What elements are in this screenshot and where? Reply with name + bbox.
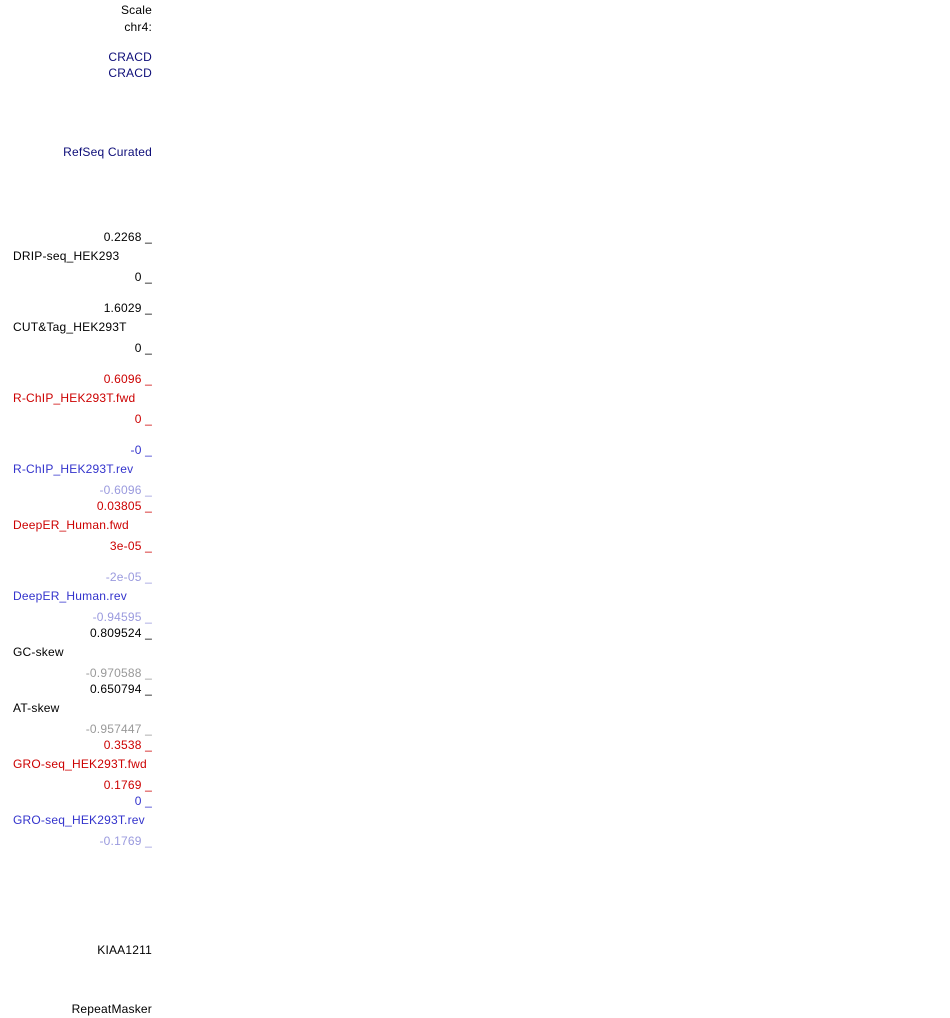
track-lower-limit: -0.94595 _ (92, 610, 152, 624)
track-upper-limit: 0.3538 _ (103, 738, 152, 752)
track-label-rchip-fwd[interactable]: R-ChIP_HEK293T.fwd (13, 391, 136, 405)
track-label-refseq-curated[interactable]: RefSeq Curated (63, 145, 152, 159)
chromosome-label: chr4: (124, 20, 152, 34)
track-label-gro-seq-rev[interactable]: GRO-seq_HEK293T.rev (13, 813, 145, 827)
track-label-rchip-rev[interactable]: R-ChIP_HEK293T.rev (13, 462, 134, 476)
track-upper-limit: -0 _ (130, 443, 152, 457)
scale-label: Scale (120, 3, 152, 17)
track-lower-limit: -0.1769 _ (99, 834, 152, 848)
track-lower-limit: 3e-05 _ (109, 539, 152, 553)
track-upper-limit: 0 _ (134, 794, 152, 808)
track-upper-limit: 0.03805 _ (96, 499, 152, 513)
track-upper-limit: -2e-05 _ (105, 570, 152, 584)
track-label-gc-skew[interactable]: GC-skew (13, 645, 64, 659)
track-upper-limit: 0.6096 _ (103, 372, 152, 386)
track-label-repeatmasker[interactable]: RepeatMasker (71, 1002, 152, 1016)
track-label-deeper-rev[interactable]: DeepER_Human.rev (13, 589, 127, 603)
track-upper-limit: 1.6029 _ (103, 301, 152, 315)
track-lower-limit: -0.957447 _ (85, 722, 152, 736)
track-label-at-skew[interactable]: AT-skew (13, 701, 60, 715)
track-lower-limit: -0.970588 _ (85, 666, 152, 680)
track-lower-limit: -0.6096 _ (99, 483, 152, 497)
track-label-deeper-fwd[interactable]: DeepER_Human.fwd (13, 518, 129, 532)
track-label-drip-seq[interactable]: DRIP-seq_HEK293 (13, 249, 120, 263)
track-label-gro-seq-fwd[interactable]: GRO-seq_HEK293T.fwd (13, 757, 147, 771)
track-upper-limit: 0.2268 _ (103, 230, 152, 244)
track-lower-limit: 0 _ (134, 412, 152, 426)
track-label-cut-tag[interactable]: CUT&Tag_HEK293T (13, 320, 127, 334)
gene-label-cracd[interactable]: CRACD (108, 50, 152, 64)
gene-label-cracd[interactable]: CRACD (108, 66, 152, 80)
track-lower-limit: 0 _ (134, 341, 152, 355)
track-lower-limit: 0.1769 _ (103, 778, 152, 792)
gene-label-kiaa1211[interactable]: KIAA1211 (97, 943, 152, 957)
track-upper-limit: 0.809524 _ (89, 626, 152, 640)
track-upper-limit: 0.650794 _ (89, 682, 152, 696)
track-lower-limit: 0 _ (134, 270, 152, 284)
